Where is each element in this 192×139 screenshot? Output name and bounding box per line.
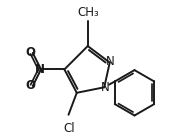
Text: N: N xyxy=(101,81,109,95)
Text: N: N xyxy=(35,63,45,76)
Text: CH₃: CH₃ xyxy=(77,6,99,19)
Text: O: O xyxy=(26,79,36,92)
Text: O: O xyxy=(26,46,36,59)
Text: N: N xyxy=(106,55,115,68)
Text: Cl: Cl xyxy=(63,122,75,135)
